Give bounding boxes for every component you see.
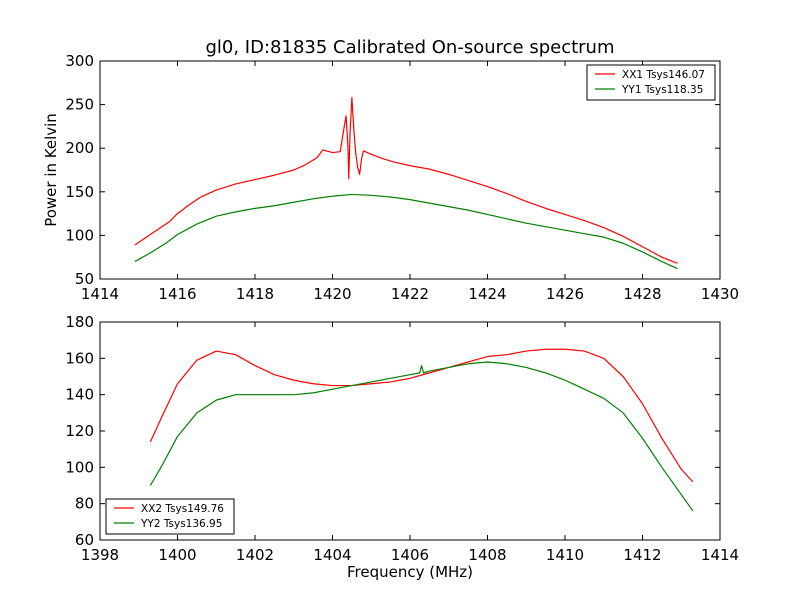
x-tick-label: 1404 (313, 546, 351, 564)
x-tick-label: 1420 (313, 285, 351, 303)
y-tick-label: 300 (65, 52, 94, 70)
x-tick-label: 1416 (158, 285, 196, 303)
x-tick-label: 1400 (158, 546, 196, 564)
x-tick-label: 1398 (81, 546, 119, 564)
y-tick-label: 250 (65, 96, 94, 114)
x-tick-label: 1424 (468, 285, 506, 303)
x-tick-label: 1418 (236, 285, 274, 303)
x-tick-label: 1428 (623, 285, 661, 303)
bottom-spectrum-plot: 1398 1400 1402 1404 1406 1408 1410 1412 1414 60 80… (65, 313, 739, 581)
y-tick-label: 160 (65, 349, 94, 367)
legend-entry-label: YY1 Tsys118.35 (621, 84, 703, 96)
y-tick-label: 100 (65, 458, 94, 476)
x-tick-label: 1422 (391, 285, 429, 303)
y-tick-label: 50 (75, 270, 94, 288)
y-tick-label: 80 (75, 495, 94, 513)
legend-entry-label: XX2 Tsys149.76 (141, 503, 224, 515)
x-axis-label: Frequency (MHz) (347, 563, 473, 581)
y-tick-label: 180 (65, 313, 94, 331)
y-tick-label: 140 (65, 386, 94, 404)
x-tick-label: 1430 (701, 285, 739, 303)
y-tick-label: 200 (65, 139, 94, 157)
y-tick-label: 150 (65, 183, 94, 201)
chart-title: gl0, ID:81835 Calibrated On-source spect… (205, 37, 614, 58)
series-line-xx1 (134, 97, 678, 264)
legend: XX1 Tsys146.07 YY1 Tsys118.35 (586, 64, 716, 101)
x-tick-label: 1412 (623, 546, 661, 564)
x-tick-label: 1426 (546, 285, 584, 303)
y-tick-label: 60 (75, 531, 94, 549)
x-tick-label: 1414 (81, 285, 119, 303)
series-line-xx2 (149, 348, 694, 483)
y-tick-label: 100 (65, 226, 94, 244)
top-spectrum-plot: 1414 1416 1418 1420 1422 1424 1426 1428 1430 50 10… (42, 52, 739, 303)
x-tick-label: 1406 (391, 546, 429, 564)
x-tick-label: 1408 (468, 546, 506, 564)
x-tick-label: 1402 (236, 546, 274, 564)
x-tick-label: 1410 (546, 546, 584, 564)
y-axis-label: Power in Kelvin (42, 113, 60, 227)
legend-entry-label: YY2 Tsys136.95 (140, 518, 222, 530)
legend: XX2 Tsys149.76 YY2 Tsys136.95 (105, 498, 235, 535)
y-tick-label: 120 (65, 422, 94, 440)
x-tick-label: 1414 (701, 546, 739, 564)
series-line-yy1 (134, 193, 678, 270)
legend-entry-label: XX1 Tsys146.07 (622, 69, 705, 81)
series-line-yy2 (149, 361, 694, 512)
